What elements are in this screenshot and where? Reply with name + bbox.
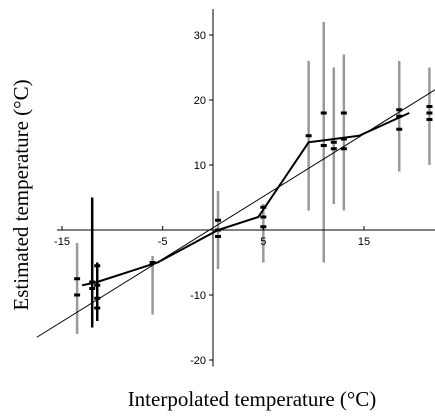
data-point xyxy=(340,137,347,141)
y-axis-title: Estimated temperature (°C) xyxy=(9,79,33,310)
data-points xyxy=(74,105,433,310)
data-point xyxy=(260,215,267,219)
data-point xyxy=(320,111,327,115)
data-point xyxy=(94,306,101,310)
data-point xyxy=(340,147,347,151)
x-tick-label: 15 xyxy=(358,236,370,248)
y-tick-label: 10 xyxy=(194,160,206,172)
data-point xyxy=(340,111,347,115)
data-point xyxy=(330,147,337,151)
x-axis-title: Interpolated temperature (°C) xyxy=(128,387,377,411)
x-tick-label: 5 xyxy=(260,236,266,248)
data-point xyxy=(89,280,96,284)
data-point xyxy=(330,140,337,144)
x-tick-label: -5 xyxy=(158,236,168,248)
data-point xyxy=(426,118,433,121)
trend-lines xyxy=(36,89,435,338)
y-tick-label: -10 xyxy=(190,290,206,302)
data-point xyxy=(89,287,96,290)
data-point xyxy=(396,114,403,118)
data-point xyxy=(426,105,433,108)
data-point xyxy=(426,111,433,115)
data-point xyxy=(215,235,222,238)
data-point xyxy=(305,134,312,138)
y-tick-label: 20 xyxy=(194,95,206,107)
data-point xyxy=(149,261,156,264)
error-bars xyxy=(75,22,431,334)
y-tick-label: 30 xyxy=(194,30,206,42)
data-point xyxy=(396,127,403,131)
y-tick-label: -20 xyxy=(190,355,206,367)
data-point xyxy=(396,108,403,112)
tick-labels: -15 -5 5 15 -20 -10 10 20 30 xyxy=(54,30,370,367)
data-point xyxy=(74,293,81,297)
data-point xyxy=(260,205,267,209)
data-point xyxy=(94,283,101,287)
data-point xyxy=(320,144,327,147)
regression-line xyxy=(81,112,410,287)
data-point xyxy=(74,277,81,281)
data-point xyxy=(94,264,101,268)
axes xyxy=(56,9,435,367)
data-point xyxy=(215,218,222,222)
x-tick-label: -15 xyxy=(54,236,70,248)
data-point xyxy=(94,296,101,300)
